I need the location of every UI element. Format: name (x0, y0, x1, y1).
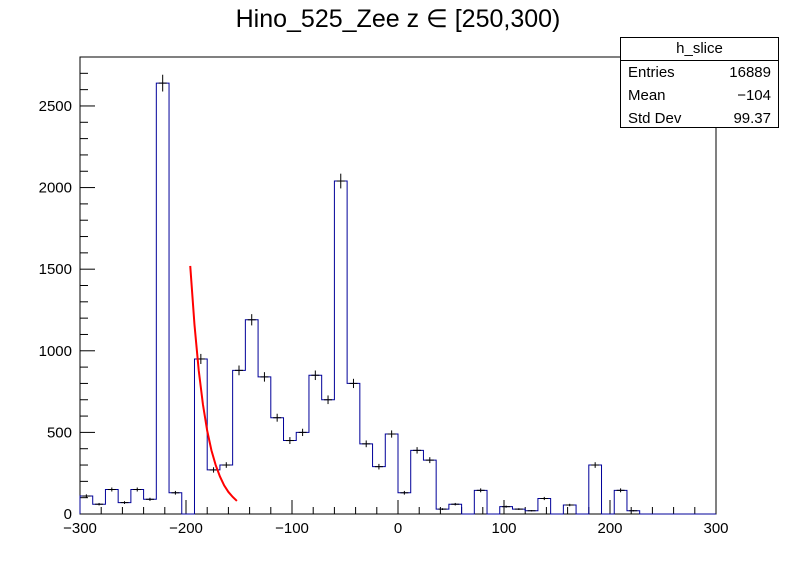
x-tick-label: −200 (169, 520, 203, 537)
histogram-bin (502, 505, 511, 508)
stats-row-mean: Mean −104 (621, 84, 778, 107)
histogram-bin (400, 490, 409, 495)
histogram-bin (82, 494, 91, 498)
histogram-bin (629, 510, 638, 512)
fit-curve (189, 265, 238, 502)
histogram-bin (374, 463, 383, 470)
histogram-bin (527, 510, 536, 512)
stats-mean-value: −104 (737, 87, 771, 104)
x-tick-label: −300 (63, 520, 97, 537)
stats-stddev-value: 99.37 (733, 110, 771, 127)
histogram-bin (616, 488, 625, 493)
histogram-bin (235, 365, 243, 376)
histogram-bin (324, 395, 333, 405)
stats-mean-label: Mean (628, 87, 666, 104)
stats-row-stddev: Std Dev 99.37 (621, 107, 778, 130)
histogram-bin (387, 430, 396, 438)
x-axis: −300 −200 −100 0 100 200 300 (63, 500, 729, 537)
histogram-bin (260, 372, 269, 382)
x-tick-label: 100 (491, 520, 516, 537)
histogram-bin (476, 488, 485, 493)
histogram-bin (514, 508, 523, 510)
stats-entries-value: 16889 (729, 64, 771, 81)
y-tick-label: 500 (47, 424, 72, 441)
histogram-bin (540, 496, 549, 501)
stats-box: h_slice Entries 16889 Mean −104 Std Dev … (620, 37, 779, 128)
y-tick-label: 2500 (39, 98, 72, 115)
histogram-bin (349, 378, 358, 389)
stats-row-entries: Entries 16889 (621, 61, 778, 84)
histogram-bin (285, 437, 294, 445)
y-tick-label: 0 (64, 506, 72, 523)
histogram-bin (438, 508, 447, 510)
histogram-bin (171, 490, 180, 495)
y-axis: 0 500 1000 1500 2000 2500 (39, 72, 95, 523)
y-tick-label: 2000 (39, 180, 72, 197)
histogram-bin (107, 487, 116, 492)
histogram-bin (298, 428, 307, 437)
histogram-bin (222, 462, 231, 468)
x-tick-label: 300 (703, 520, 728, 537)
histogram-bin (120, 501, 129, 504)
chart-title: Hino_525_Zee z ∈ [250,300) (235, 5, 561, 33)
y-tick-label: 1500 (39, 261, 72, 278)
histogram-bin (273, 413, 282, 422)
x-tick-label: 200 (597, 520, 622, 537)
stats-stddev-label: Std Dev (628, 110, 682, 127)
histogram-bin (451, 502, 460, 506)
histogram-bin (247, 314, 256, 326)
histogram-outline (79, 82, 716, 515)
histogram-bin (362, 440, 371, 448)
histogram-bin (145, 497, 154, 501)
histogram-series (79, 74, 716, 515)
histogram-bin (591, 462, 600, 468)
x-tick-label: 0 (394, 520, 402, 537)
histogram-bin (336, 173, 345, 189)
x-tick-label: −100 (275, 520, 309, 537)
histogram-bin (209, 467, 218, 473)
y-tick-label: 1000 (39, 343, 72, 360)
histogram-bin (413, 447, 422, 454)
histogram-bin (158, 74, 167, 92)
histogram-bin (311, 370, 320, 381)
stats-entries-label: Entries (628, 64, 675, 81)
histogram-bin (133, 487, 142, 492)
histogram-bin (565, 503, 574, 507)
histogram-bin (425, 457, 434, 464)
stats-histogram-name: h_slice (621, 38, 778, 61)
histogram-bin (95, 502, 104, 506)
fit-line (189, 265, 238, 502)
